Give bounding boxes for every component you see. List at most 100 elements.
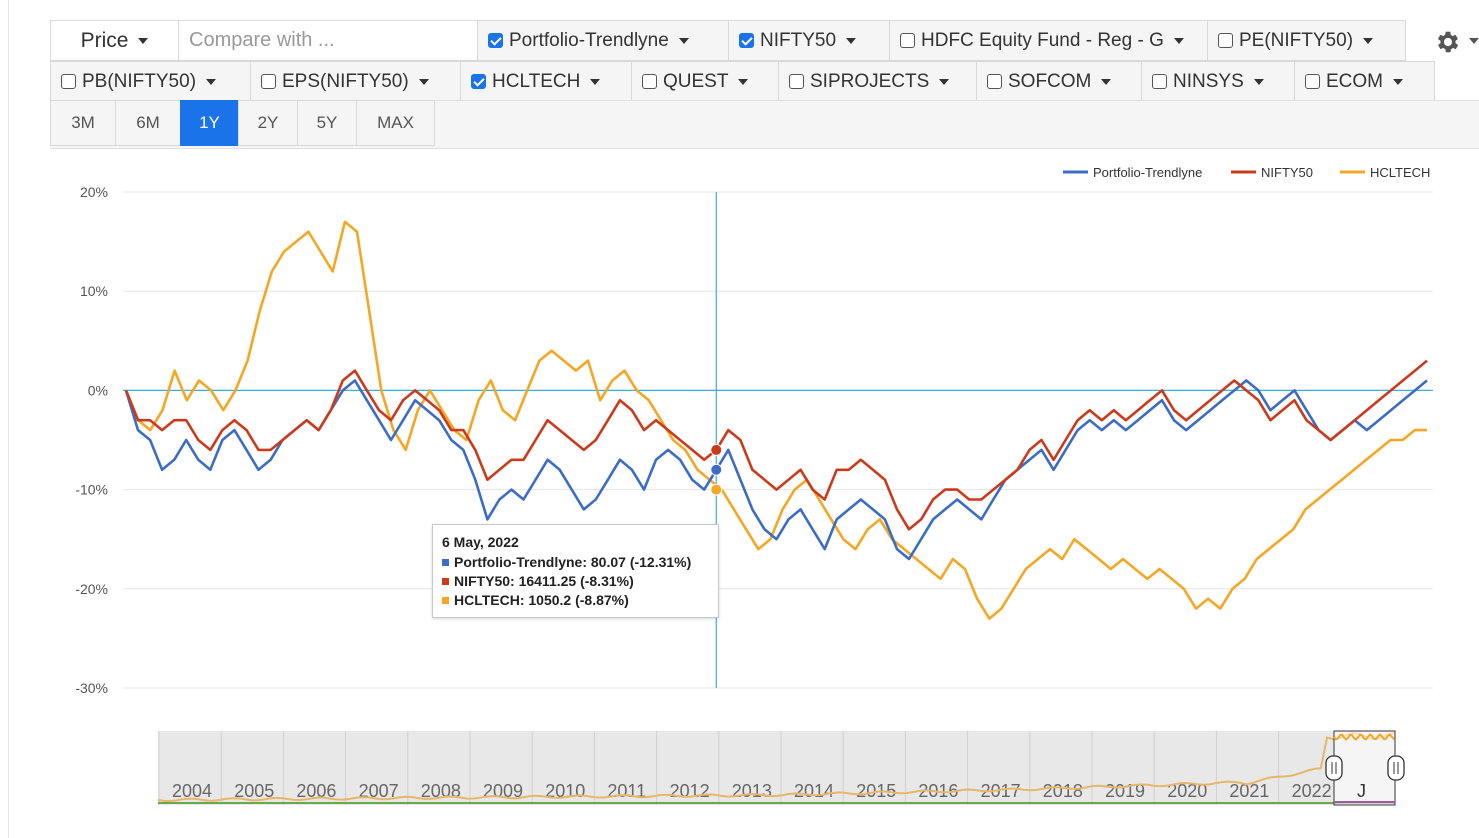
checkbox[interactable] <box>261 74 276 89</box>
gear-icon[interactable] <box>1434 28 1462 56</box>
checkbox[interactable] <box>789 74 804 89</box>
navigator-background <box>158 731 1395 805</box>
range-selector: 3M 6M 1Y 2Y 5Y MAX <box>50 100 435 146</box>
legend-item: NIFTY50 <box>1261 165 1313 180</box>
price-dropdown[interactable]: Price <box>50 20 179 61</box>
row2-pb-nifty50[interactable]: PB(NIFTY50) <box>50 61 251 102</box>
legend-item: Portfolio-Trendlyne <box>1093 165 1202 180</box>
chevron-down-icon <box>590 78 601 85</box>
compare-placeholder: Compare with ... <box>189 29 335 51</box>
y-tick-label: -30% <box>75 680 108 696</box>
checkbox[interactable] <box>1152 74 1167 89</box>
navigator-selected-series <box>1333 733 1395 741</box>
y-tick-label: 20% <box>80 184 108 200</box>
tooltip-line: NIFTY50: 16411.25 (-8.31%) <box>442 572 718 591</box>
crosshair-point <box>710 483 723 496</box>
series-toggle-label: PE(NIFTY50) <box>1239 29 1354 51</box>
navigator-year-label: 2022 <box>1292 781 1332 801</box>
checkbox[interactable] <box>61 74 76 89</box>
tooltip-swatch <box>442 559 449 566</box>
series-line <box>124 359 1428 531</box>
chevron-down-icon <box>738 78 749 85</box>
settings-caret-icon[interactable] <box>1469 38 1479 44</box>
row2-eps-nifty50[interactable]: EPS(NIFTY50) <box>250 61 461 102</box>
checkbox[interactable] <box>471 74 486 89</box>
chevron-down-icon <box>1101 78 1112 85</box>
checkbox[interactable] <box>488 33 503 48</box>
y-tick-label: 10% <box>80 283 108 299</box>
chart-tooltip: 6 May, 2022 Portfolio-Trendlyne: 80.07 (… <box>432 524 719 618</box>
navigator-year-label: 2014 <box>794 781 834 801</box>
crosshair-point <box>710 463 723 476</box>
series-toggle-label: PB(NIFTY50) <box>82 70 197 92</box>
y-tick-label: -20% <box>75 581 108 597</box>
price-label: Price <box>80 28 129 52</box>
navigator-year-label: 2012 <box>670 781 710 801</box>
range-max-button[interactable]: MAX <box>356 100 435 146</box>
chevron-down-icon <box>846 37 857 44</box>
checkbox[interactable] <box>739 33 754 48</box>
tooltip-line: Portfolio-Trendlyne: 80.07 (-12.31%) <box>442 553 718 572</box>
y-tick-label: 0% <box>88 382 108 398</box>
checkbox[interactable] <box>1218 33 1233 48</box>
chevron-down-icon <box>138 37 149 44</box>
toolbar-row-1: Price Compare with ... Portfolio-Trendly… <box>50 20 1406 61</box>
series-toggle-label: EPS(NIFTY50) <box>282 70 409 92</box>
tooltip-swatch <box>442 578 449 585</box>
series-toggle-label: HCLTECH <box>492 70 581 92</box>
checkbox[interactable] <box>1305 74 1320 89</box>
row1-hdfc-equity-fund-reg-g[interactable]: HDFC Equity Fund - Reg - G <box>889 20 1208 61</box>
series-toggle-label: NINSYS <box>1173 70 1244 92</box>
navigator-month-label: J <box>1357 781 1366 801</box>
navigator-year-label: 2006 <box>296 781 336 801</box>
y-tick-label: -10% <box>75 482 108 498</box>
tooltip-line: HCLTECH: 1050.2 (-8.87%) <box>442 591 718 610</box>
range-3m-button[interactable]: 3M <box>50 100 116 146</box>
navigator-year-label: 2019 <box>1105 781 1145 801</box>
navigator-year-label: 2004 <box>172 781 212 801</box>
crosshair-point <box>710 443 723 456</box>
navigator-series <box>157 732 1396 803</box>
legend-item: HCLTECH <box>1370 165 1430 180</box>
tooltip-text: NIFTY50: 16411.25 (-8.31%) <box>454 573 634 589</box>
series-toggle-label: Portfolio-Trendlyne <box>509 29 669 51</box>
series-toggle-label: HDFC Equity Fund - Reg - G <box>921 29 1164 51</box>
row2-ninsys[interactable]: NINSYS <box>1141 61 1295 102</box>
row1-pe-nifty50[interactable]: PE(NIFTY50) <box>1207 20 1406 61</box>
chevron-down-icon <box>678 37 689 44</box>
row1-portfolio-trendlyne[interactable]: Portfolio-Trendlyne <box>477 20 729 61</box>
chevron-down-icon <box>206 78 217 85</box>
row2-quest[interactable]: QUEST <box>631 61 779 102</box>
tooltip-date: 6 May, 2022 <box>442 534 519 550</box>
series-toggle-label: SIPROJECTS <box>810 70 930 92</box>
series-toggle-label: QUEST <box>663 70 729 92</box>
range-5y-button[interactable]: 5Y <box>297 100 357 146</box>
compare-input[interactable]: Compare with ... <box>178 20 478 61</box>
range-1y-button[interactable]: 1Y <box>180 100 239 146</box>
navigator-year-label: 2005 <box>234 781 274 801</box>
checkbox[interactable] <box>900 33 915 48</box>
series-line <box>124 220 1427 620</box>
row2-siprojects[interactable]: SIPROJECTS <box>778 61 977 102</box>
navigator-year-label: 2021 <box>1229 781 1269 801</box>
series-line <box>124 379 1428 561</box>
chevron-down-icon <box>418 78 429 85</box>
checkbox[interactable] <box>987 74 1002 89</box>
checkbox[interactable] <box>642 74 657 89</box>
tooltip-text: HCLTECH: 1050.2 (-8.87%) <box>454 592 629 608</box>
navigator-year-label: 2020 <box>1167 781 1207 801</box>
navigator-handle[interactable] <box>1325 755 1343 781</box>
navigator-year-label: 2013 <box>732 781 772 801</box>
left-border <box>8 0 9 838</box>
chevron-down-icon <box>1173 37 1184 44</box>
chevron-down-icon <box>1393 78 1403 85</box>
navigator-handle[interactable] <box>1387 755 1405 781</box>
navigator-year-label: 2017 <box>981 781 1021 801</box>
chevron-down-icon <box>1253 78 1264 85</box>
series-toggle-label: NIFTY50 <box>760 29 837 51</box>
range-2y-button[interactable]: 2Y <box>238 100 298 146</box>
tooltip-swatch <box>442 597 449 604</box>
navigator-year-label: 2018 <box>1043 781 1083 801</box>
row1-nifty50[interactable]: NIFTY50 <box>728 20 890 61</box>
